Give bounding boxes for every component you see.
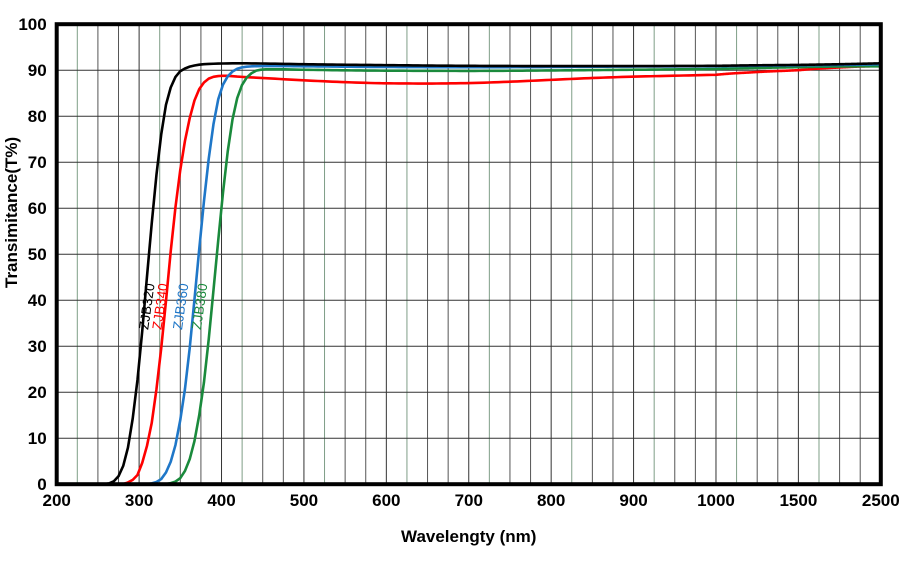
svg-text:10: 10 [28, 429, 47, 448]
svg-text:400: 400 [207, 491, 235, 510]
svg-text:200: 200 [43, 491, 71, 510]
svg-text:70: 70 [28, 153, 47, 172]
svg-text:50: 50 [28, 245, 47, 264]
svg-text:900: 900 [619, 491, 647, 510]
svg-text:40: 40 [28, 291, 47, 310]
svg-text:1000: 1000 [697, 491, 735, 510]
svg-text:800: 800 [537, 491, 565, 510]
svg-text:1500: 1500 [779, 491, 817, 510]
svg-text:0: 0 [37, 475, 46, 494]
svg-text:100: 100 [18, 15, 46, 34]
svg-text:700: 700 [455, 491, 483, 510]
svg-text:600: 600 [372, 491, 400, 510]
svg-text:30: 30 [28, 337, 47, 356]
svg-text:2500: 2500 [862, 491, 900, 510]
svg-text:20: 20 [28, 383, 47, 402]
svg-text:90: 90 [28, 61, 47, 80]
svg-text:300: 300 [125, 491, 153, 510]
svg-text:80: 80 [28, 107, 47, 126]
svg-text:60: 60 [28, 199, 47, 218]
svg-text:500: 500 [290, 491, 318, 510]
